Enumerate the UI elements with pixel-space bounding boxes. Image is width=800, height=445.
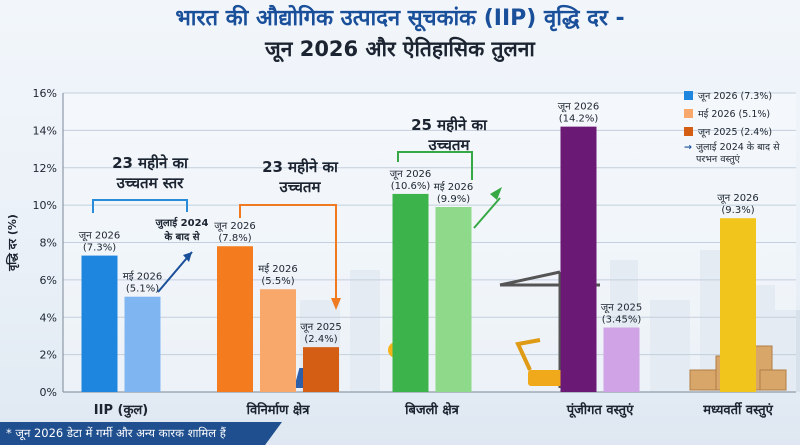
legend: जून 2026 (7.3%) मई 2026 (5.1%) जून 2025 …: [684, 86, 800, 166]
bar-value-label: (7.3%): [83, 243, 116, 254]
x-tick-label: विनिर्माण क्षेत्र: [246, 402, 311, 418]
bar: [392, 193, 429, 392]
y-axis-label: वृद्धि दर (%): [5, 214, 20, 272]
x-tick-label: बिजली क्षेत्र: [404, 402, 459, 418]
bar: [560, 126, 597, 392]
bar: [124, 296, 161, 392]
bar-value-label: (14.2%): [559, 114, 599, 125]
box-icon: [759, 369, 787, 391]
box-icon: [689, 369, 719, 391]
y-tick-label: 2%: [40, 349, 57, 362]
bar-value-label: (9.3%): [721, 205, 754, 216]
bar-value-label: (9.9%): [437, 194, 470, 205]
title-line-1: भारत की औद्योगिक उत्पादन सूचकांक (IIP) व…: [175, 6, 625, 31]
annotation-text: के बाद से: [163, 230, 200, 243]
bar-value-label: (10.6%): [391, 181, 431, 192]
bar: [217, 246, 253, 392]
annotation-text: उच्चतम: [428, 136, 471, 154]
bar-value-label: (5.5%): [261, 276, 294, 287]
annotation-text: 23 महीने का: [112, 154, 189, 172]
legend-swatch: [684, 108, 693, 118]
x-tick-label: मध्यवर्ती वस्तुएं: [702, 402, 773, 418]
trend-arrow: [473, 197, 501, 229]
x-tick-label: पूंजीगत वस्तुएं: [566, 402, 634, 418]
annotation-text: जुलाई 2024: [154, 216, 208, 229]
y-tick-label: 8%: [40, 237, 57, 250]
bar-value-label: (3.45%): [602, 315, 642, 326]
annotation-bracket: [239, 204, 337, 300]
legend-label: जून 2025 (2.4%): [698, 126, 773, 138]
footnote: * जून 2026 डेटा में गर्मी और अन्य कारक श…: [0, 422, 282, 445]
bar-value-label: (2.4%): [304, 334, 337, 345]
legend-item-may2026: मई 2026 (5.1%): [684, 104, 800, 122]
y-tick-label: 14%: [33, 124, 57, 137]
legend-item-arrow: → जुलाई 2024 के बाद से परभन वस्तुएं: [684, 142, 800, 166]
legend-item-jun2025: जून 2025 (2.4%): [684, 122, 800, 140]
title-line-2: जून 2026 और ऐतिहासिक तुलना: [265, 37, 535, 61]
y-tick-label: 0%: [40, 386, 57, 399]
legend-label: मई 2026 (5.1%): [698, 108, 771, 120]
annotation-bracket: [92, 199, 188, 213]
arrow-icon: →: [684, 142, 692, 153]
arrow-icon: [331, 298, 341, 310]
arrow-icon: [183, 252, 192, 262]
bar-value-label: (5.1%): [126, 284, 159, 295]
bar: [303, 347, 339, 392]
bar-label: मई 2026: [258, 263, 298, 275]
y-tick-label: 10%: [33, 199, 57, 212]
x-tick-label: IIP (कुल): [94, 403, 148, 418]
bar: [81, 255, 118, 392]
legend-label: जून 2026 (7.3%): [698, 90, 773, 102]
bar-value-label: (7.8%): [218, 233, 251, 244]
legend-item-jun2026: जून 2026 (7.3%): [684, 86, 800, 104]
bar-label: जून 2026: [79, 231, 121, 242]
bar: [720, 218, 756, 392]
annotation-text: उच्चतम स्तर: [116, 174, 185, 192]
bar: [603, 327, 640, 392]
bar: [260, 289, 296, 392]
y-tick-label: 4%: [40, 311, 57, 324]
annotation-bracket: [397, 151, 473, 180]
y-tick-label: 12%: [33, 162, 57, 175]
y-tick-label: 6%: [40, 274, 57, 287]
legend-swatch: [684, 90, 693, 100]
y-tick-label: 16%: [33, 87, 57, 100]
annotation-text: 25 महीने का: [411, 116, 488, 134]
bar-label: जून 2026: [558, 102, 600, 113]
arrow-icon: [490, 187, 502, 200]
legend-label: जुलाई 2024 के बाद से परभन वस्तुएं: [695, 142, 780, 165]
skyline-building: [650, 300, 690, 392]
bar-label: मई 2026: [434, 181, 474, 193]
bar-label: जून 2026: [390, 169, 432, 180]
bar-label: मई 2026: [123, 271, 163, 283]
bar-label: जून 2026: [214, 221, 256, 232]
legend-swatch: [684, 126, 693, 136]
skyline-building: [350, 270, 380, 392]
bar-label: जून 2026: [717, 193, 759, 204]
bar-label: जून 2025: [601, 303, 643, 314]
excavator-arm-icon: [515, 338, 541, 371]
bar: [435, 206, 472, 392]
annotation-text: 23 महीने का: [262, 158, 339, 176]
bar-label: जून 2025: [300, 322, 342, 333]
chart-title: भारत की औद्योगिक उत्पादन सूचकांक (IIP) व…: [0, 4, 800, 64]
excavator-icon: [528, 370, 568, 386]
annotation-text: उच्चतम: [279, 178, 322, 196]
